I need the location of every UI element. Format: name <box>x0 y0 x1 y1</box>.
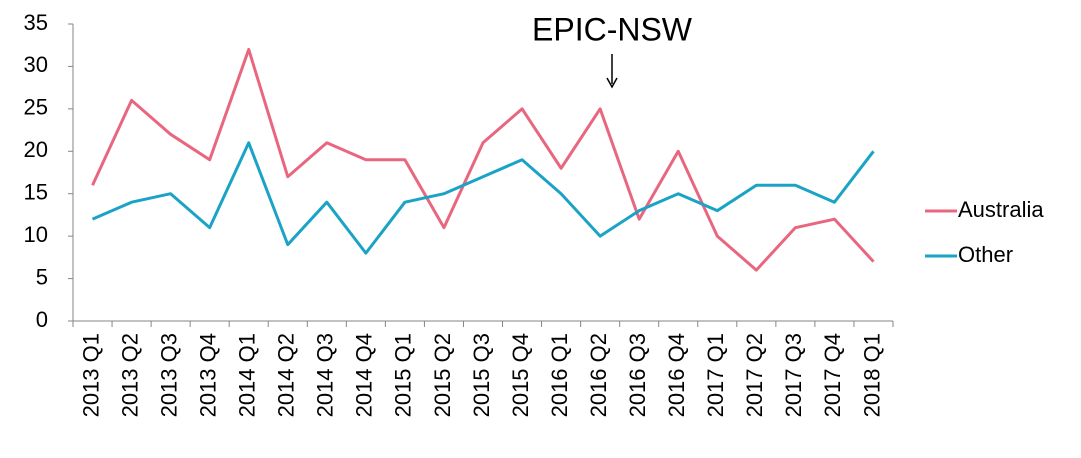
y-tick-label: 10 <box>24 222 48 247</box>
annotation-arrowhead <box>606 77 618 89</box>
legend-label: Other <box>958 242 1013 267</box>
x-tick-label: 2016 Q2 <box>586 333 611 417</box>
x-tick-label: 2014 Q2 <box>274 333 299 417</box>
x-tick-label: 2015 Q1 <box>391 333 416 417</box>
annotation: EPIC-NSW <box>532 11 693 47</box>
x-tick-label: 2018 Q1 <box>859 333 884 417</box>
x-tick-label: 2017 Q4 <box>820 333 845 417</box>
x-tick-label: 2016 Q1 <box>547 333 572 417</box>
x-tick-label: 2014 Q4 <box>352 333 377 417</box>
x-tick-label: 2014 Q3 <box>313 333 338 417</box>
line-series <box>91 47 875 272</box>
x-tick-label: 2013 Q2 <box>117 333 142 417</box>
x-tick-label: 2017 Q2 <box>742 333 767 417</box>
x-tick-label: 2016 Q4 <box>664 333 689 417</box>
x-tick-label: 2015 Q3 <box>469 333 494 417</box>
y-tick-label: 30 <box>24 52 48 77</box>
x-tick-label: 2014 Q1 <box>235 333 260 417</box>
legend-label: Australia <box>958 197 1044 222</box>
x-tick-label: 2017 Q1 <box>703 333 728 417</box>
y-tick-label: 5 <box>36 264 48 289</box>
x-tick-label: 2016 Q3 <box>625 333 650 417</box>
x-tick-label: 2013 Q3 <box>156 333 181 417</box>
line-series <box>91 141 875 255</box>
x-tick-label: 2013 Q4 <box>195 333 220 417</box>
x-tick-label: 2017 Q3 <box>781 333 806 417</box>
x-tick-label: 2015 Q2 <box>430 333 455 417</box>
x-tick-label: 2015 Q4 <box>508 333 533 417</box>
y-tick-label: 0 <box>36 307 48 332</box>
y-tick-label: 25 <box>24 95 48 120</box>
y-tick-label: 15 <box>24 180 48 205</box>
y-tick-label: 35 <box>24 10 48 35</box>
y-tick-label: 20 <box>24 137 48 162</box>
x-tick-label: 2013 Q1 <box>78 333 103 417</box>
